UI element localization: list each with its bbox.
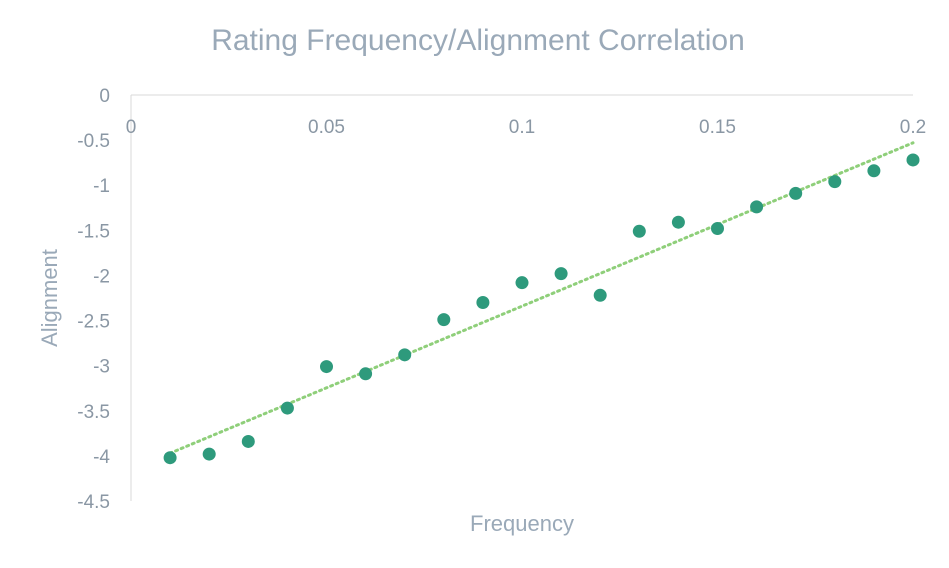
data-point (515, 276, 529, 290)
y-tick-label: -0.5 (77, 131, 110, 152)
data-point (398, 348, 412, 362)
x-axis-title: Frequency (470, 511, 574, 536)
y-tick-label: -4.5 (77, 492, 110, 513)
y-tick-labels: 0 -0.5 -1 -1.5 -2 -2.5 -3 -3.5 -4 -4.5 (77, 86, 110, 513)
data-point (906, 153, 920, 167)
x-tick-label: 0.2 (900, 117, 926, 138)
y-axis-title: Alignment (37, 249, 62, 347)
x-tick-label: 0.05 (308, 117, 345, 138)
data-point (828, 175, 842, 189)
x-tick-label: 0 (126, 117, 137, 138)
trendline (168, 141, 915, 455)
data-point (632, 224, 646, 238)
y-tick-label: -1.5 (77, 221, 110, 242)
y-tick-label: -2 (93, 266, 110, 287)
y-tick-label: 0 (99, 86, 110, 107)
y-tick-label: -2.5 (77, 312, 110, 333)
data-point (867, 164, 881, 178)
data-point (437, 313, 451, 327)
data-point (241, 434, 255, 448)
data-point (554, 267, 568, 281)
data-point (280, 401, 294, 415)
data-point (202, 447, 216, 461)
chart-title: Rating Frequency/Alignment Correlation (211, 24, 745, 57)
x-tick-label: 0.1 (509, 117, 535, 138)
data-points (163, 153, 920, 465)
y-tick-label: -1 (93, 176, 110, 197)
x-tick-label: 0.15 (699, 117, 736, 138)
data-point (711, 222, 724, 236)
data-point (163, 451, 177, 465)
y-tick-label: -3.5 (77, 402, 110, 423)
data-point (476, 296, 490, 310)
data-point (320, 360, 333, 374)
data-point (750, 200, 764, 214)
y-tick-label: -3 (93, 357, 110, 378)
y-tick-label: -4 (93, 447, 110, 468)
x-tick-labels: 0 0.05 0.1 0.15 0.2 (126, 117, 927, 138)
data-point (789, 186, 803, 200)
data-point (593, 288, 607, 302)
data-point (671, 215, 685, 229)
data-point (359, 367, 373, 381)
